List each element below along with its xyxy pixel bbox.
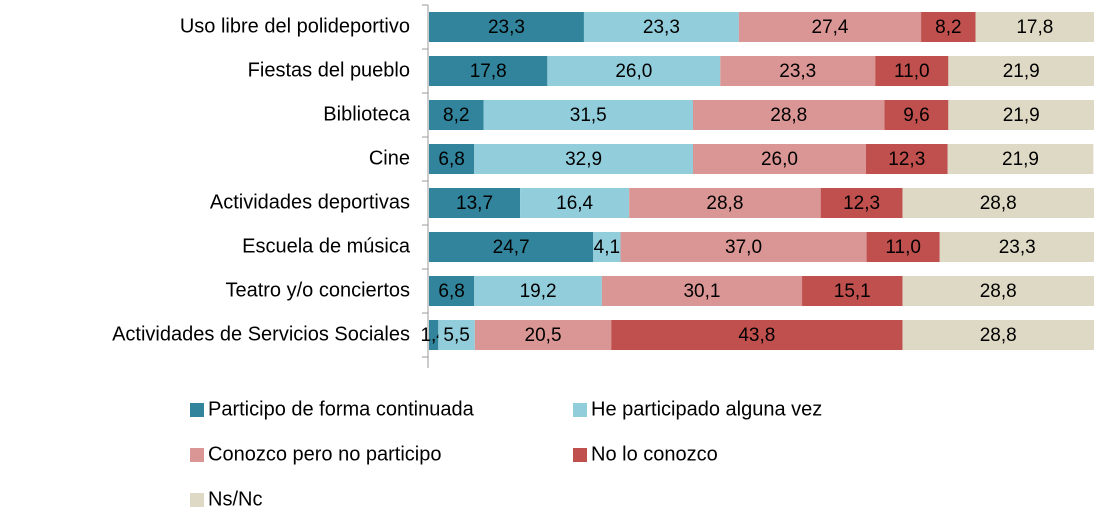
bar-segment	[802, 276, 903, 306]
bar-segment	[429, 320, 439, 350]
data-label: 11,0	[885, 237, 921, 258]
data-label: 12,3	[888, 149, 925, 170]
bar-segment	[693, 100, 885, 130]
data-label: 9,6	[903, 105, 929, 126]
legend-swatch	[573, 448, 587, 462]
bar-segment	[738, 12, 922, 42]
bar-segment	[921, 12, 976, 42]
legend-label: Ns/Nc	[208, 488, 262, 510]
data-label: 5,5	[443, 325, 469, 346]
data-label: 17,8	[470, 61, 507, 82]
data-label: 15,1	[834, 281, 871, 302]
category-label: Actividades deportivas	[210, 191, 410, 213]
legend-label: Participo de forma continuada	[208, 398, 475, 420]
data-label: 13,7	[456, 193, 493, 214]
legend-label: Conozco pero no participo	[208, 443, 441, 465]
bar-segment	[474, 144, 694, 174]
bar-segment	[520, 188, 630, 218]
legend-swatch	[190, 493, 204, 507]
bar-segment	[611, 320, 903, 350]
legend-label: No lo conozco	[591, 443, 718, 465]
bar-segment	[902, 320, 1094, 350]
bar-segment	[620, 232, 867, 262]
data-label: 28,8	[980, 325, 1017, 346]
bar-segment	[429, 276, 475, 306]
bar-segment	[866, 232, 940, 262]
bar-segment	[601, 276, 803, 306]
bar-segment	[947, 144, 1094, 174]
data-label: 23,3	[488, 17, 525, 38]
data-label: 28,8	[770, 105, 807, 126]
bar-segment	[474, 320, 612, 350]
bar-segment	[875, 56, 949, 86]
data-label: 26,0	[761, 149, 798, 170]
data-label: 28,8	[706, 193, 743, 214]
legend-label: He participado alguna vez	[591, 398, 822, 420]
data-label: 30,1	[683, 281, 720, 302]
data-label: 21,9	[1002, 149, 1039, 170]
bar-segment	[583, 12, 739, 42]
bar-segment	[547, 56, 721, 86]
bar-segment	[429, 12, 584, 42]
data-label: 43,8	[738, 325, 775, 346]
bar-segment	[429, 144, 475, 174]
bar-segment	[902, 276, 1094, 306]
data-label: 23,3	[999, 237, 1036, 258]
data-label: 21,9	[1003, 105, 1040, 126]
bar-segment	[593, 232, 621, 262]
data-label: 28,8	[980, 193, 1017, 214]
legend-swatch	[573, 403, 587, 417]
data-label: 19,2	[520, 281, 557, 302]
bar-segment	[884, 100, 949, 130]
bar-segment	[429, 100, 484, 130]
category-label: Fiestas del pueblo	[248, 59, 410, 81]
data-label: 12,3	[843, 193, 880, 214]
data-label: 8,2	[443, 105, 469, 126]
category-label: Teatro y/o conciertos	[225, 279, 410, 301]
bar-segment	[939, 232, 1094, 262]
data-label: 11,0	[894, 61, 930, 82]
data-label: 37,0	[725, 237, 762, 258]
data-label: 6,8	[438, 281, 464, 302]
bar-segment	[474, 276, 602, 306]
bar-segment	[720, 56, 876, 86]
category-label: Uso libre del polideportivo	[180, 15, 410, 37]
bar-segment	[429, 56, 548, 86]
bar-segment	[629, 188, 821, 218]
legend-swatch	[190, 403, 204, 417]
data-label: 27,4	[812, 17, 849, 38]
category-label: Cine	[369, 147, 410, 169]
bar-segment	[429, 188, 521, 218]
data-label: 28,8	[980, 281, 1017, 302]
data-label: 31,5	[570, 105, 607, 126]
bar-segment	[820, 188, 903, 218]
data-label: 4,1	[594, 237, 620, 258]
bar-segment	[865, 144, 948, 174]
data-label: 23,3	[643, 17, 680, 38]
data-label: 21,9	[1003, 61, 1040, 82]
category-label: Actividades de Servicios Sociales	[112, 323, 410, 345]
data-label: 32,9	[565, 149, 602, 170]
data-label: 26,0	[615, 61, 652, 82]
data-label: 17,8	[1016, 17, 1053, 38]
bar-segment	[438, 320, 475, 350]
data-label: 23,3	[779, 61, 816, 82]
data-label: 8,2	[935, 17, 961, 38]
bar-segment	[429, 232, 594, 262]
bar-segment	[483, 100, 694, 130]
bar-segment	[975, 12, 1094, 42]
data-label: 24,7	[493, 237, 530, 258]
data-label: 16,4	[556, 193, 593, 214]
bar-segment	[948, 100, 1094, 130]
category-label: Biblioteca	[323, 103, 411, 125]
category-label: Escuela de música	[242, 235, 411, 257]
bar-segment	[902, 188, 1094, 218]
bar-segment	[693, 144, 866, 174]
data-label: 20,5	[525, 325, 562, 346]
bar-segment	[948, 56, 1094, 86]
data-label: 6,8	[438, 149, 464, 170]
legend-swatch	[190, 448, 204, 462]
